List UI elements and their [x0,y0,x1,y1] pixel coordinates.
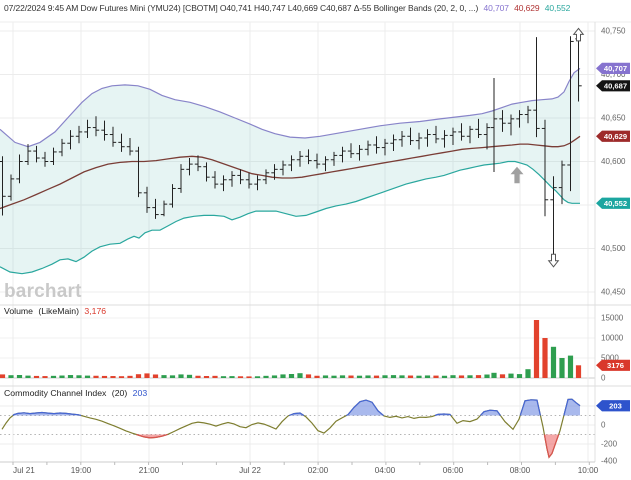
grid-layer [0,21,631,465]
svg-text:06:00: 06:00 [443,466,464,475]
volume-legend-value: 3,176 [84,306,107,316]
price-badges-layer: 40,707 40,687 40,629 40,552 3176 203 [596,62,630,412]
signal-markers-layer [510,27,585,268]
svg-text:5000: 5000 [601,354,619,363]
svg-text:08:00: 08:00 [510,466,531,475]
svg-text:40,650: 40,650 [601,114,626,123]
bb-lower-value: 40,552 [544,3,571,13]
svg-text:40,707: 40,707 [604,64,627,73]
bb-middle-value: 40,629 [514,3,540,13]
cci-legend-param: (20) [111,388,128,398]
svg-text:40,600: 40,600 [601,157,626,166]
svg-text:40,500: 40,500 [601,244,626,253]
svg-text:10000: 10000 [601,334,624,343]
chart-title-bar: 07/22/2024 9:45 AM Dow Futures Mini (YMU… [4,3,628,13]
svg-text:Jul 22: Jul 22 [239,466,261,475]
volume-bars-layer [0,320,582,378]
bollinger-bands-layer [0,67,581,275]
svg-text:04:00: 04:00 [375,466,396,475]
cci-legend-value: 203 [132,388,148,398]
ohlc-summary-text: 07/22/2024 9:45 AM Dow Futures Mini (YMU… [4,3,479,13]
bb-upper-value: 40,707 [483,3,509,13]
cci-legend: Commodity Channel Index (20) 203 [4,388,150,398]
svg-text:203: 203 [609,401,622,410]
svg-text:40,700: 40,700 [601,70,626,79]
svg-text:10:00: 10:00 [578,466,599,475]
svg-text:21:00: 21:00 [139,466,160,475]
svg-text:3176: 3176 [607,361,624,370]
svg-text:-200: -200 [601,440,618,449]
cci-indicator-layer [1,398,581,459]
volume-legend-param: (LikeMain) [38,306,79,316]
svg-text:0: 0 [601,374,606,383]
volume-legend: Volume (LikeMain) 3,176 [4,306,109,316]
volume-legend-title: Volume [4,306,33,316]
svg-text:Jul 21: Jul 21 [13,466,35,475]
svg-text:0: 0 [601,421,606,430]
svg-text:40,629: 40,629 [604,132,627,141]
svg-text:40,450: 40,450 [601,288,626,297]
cci-legend-title: Commodity Channel Index [4,388,107,398]
svg-text:19:00: 19:00 [71,466,92,475]
svg-text:40,687: 40,687 [604,81,627,90]
svg-text:-400: -400 [601,457,618,466]
svg-text:02:00: 02:00 [308,466,329,475]
svg-text:40,750: 40,750 [601,27,626,36]
barchart-watermark: barchart [4,281,82,302]
svg-text:15000: 15000 [601,314,624,323]
svg-text:40,552: 40,552 [604,199,627,208]
